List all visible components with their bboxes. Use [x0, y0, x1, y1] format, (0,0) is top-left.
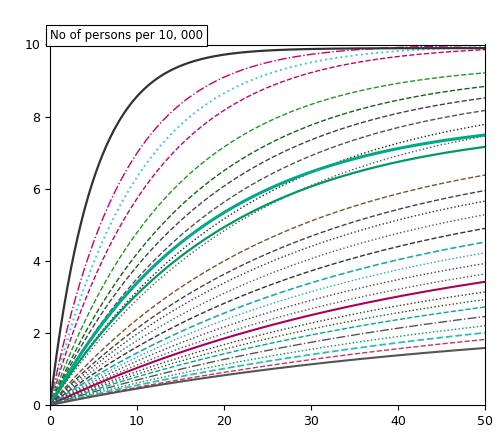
Text: No of persons per 10, 000: No of persons per 10, 000: [50, 29, 203, 42]
